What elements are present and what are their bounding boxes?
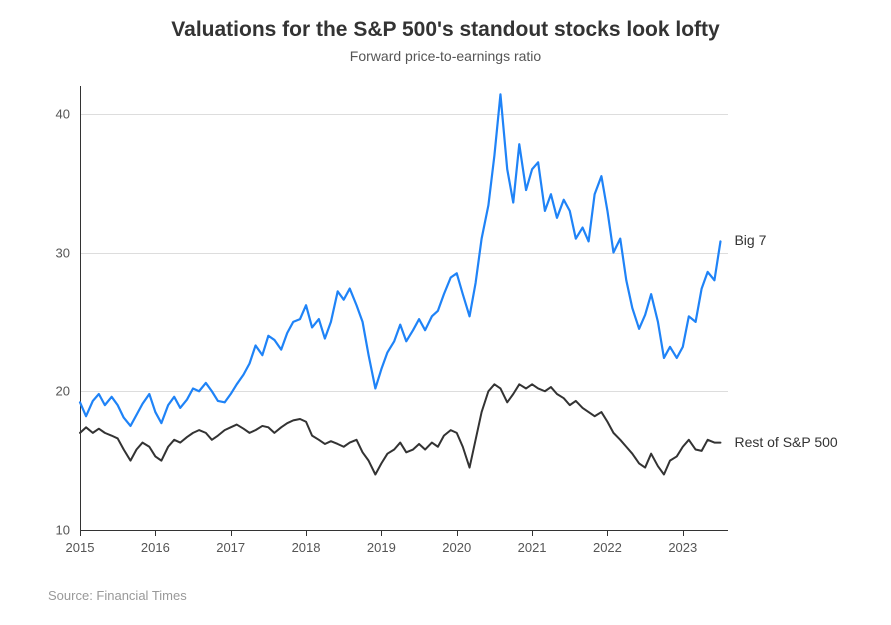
chart-container: Valuations for the S&P 500's standout st…	[0, 0, 891, 625]
series-label-big-7: Big 7	[734, 232, 766, 248]
ytick-label: 10	[40, 523, 70, 538]
xtick-label: 2015	[66, 540, 95, 555]
xtick-label: 2022	[593, 540, 622, 555]
xtick-mark	[683, 530, 684, 536]
xtick-mark	[381, 530, 382, 536]
xtick-mark	[532, 530, 533, 536]
xtick-label: 2021	[518, 540, 547, 555]
xtick-label: 2017	[216, 540, 245, 555]
line-layer	[80, 86, 728, 530]
xtick-label: 2016	[141, 540, 170, 555]
xtick-mark	[607, 530, 608, 536]
xtick-label: 2019	[367, 540, 396, 555]
series-line-big-7	[80, 94, 720, 426]
chart-title: Valuations for the S&P 500's standout st…	[0, 18, 891, 42]
ytick-label: 40	[40, 106, 70, 121]
plot-area: 1020304020152016201720182019202020212022…	[80, 86, 728, 530]
series-line-rest-of-s-p-500	[80, 384, 720, 474]
xtick-mark	[231, 530, 232, 536]
xtick-mark	[155, 530, 156, 536]
xtick-label: 2018	[292, 540, 321, 555]
ytick-label: 20	[40, 384, 70, 399]
series-label-rest-of-s-p-500: Rest of S&P 500	[734, 434, 837, 450]
xtick-label: 2023	[668, 540, 697, 555]
xtick-mark	[80, 530, 81, 536]
ytick-label: 30	[40, 245, 70, 260]
xtick-mark	[306, 530, 307, 536]
x-axis	[80, 530, 728, 531]
xtick-mark	[457, 530, 458, 536]
chart-source: Source: Financial Times	[48, 588, 187, 603]
xtick-label: 2020	[442, 540, 471, 555]
chart-subtitle: Forward price-to-earnings ratio	[0, 48, 891, 64]
